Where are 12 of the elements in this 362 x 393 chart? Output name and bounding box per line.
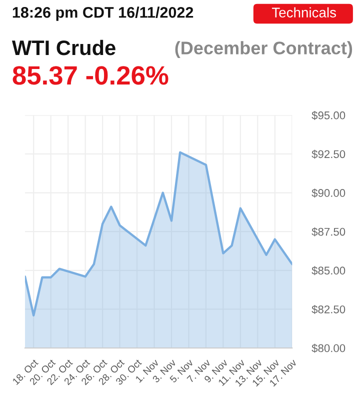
y-tick-label: $92.50 [312, 150, 346, 159]
text: 85.37 -0.26% [12, 66, 168, 85]
text: Technicals [272, 7, 336, 18]
y-tick-label: $85.00 [312, 266, 346, 276]
y-tick-label: $82.50 [312, 304, 346, 314]
chart-title: WTI Crude [12, 40, 116, 56]
y-tick-label: $80.00 [312, 344, 346, 353]
text: (December Contract) [175, 41, 352, 58]
y-tick-label: $87.50 [312, 227, 346, 236]
y-tick-label: $95.00 [312, 110, 346, 120]
text: 18:26 pm CDT 16/11/2022 [12, 6, 194, 21]
y-tick-label: $90.00 [312, 188, 346, 198]
